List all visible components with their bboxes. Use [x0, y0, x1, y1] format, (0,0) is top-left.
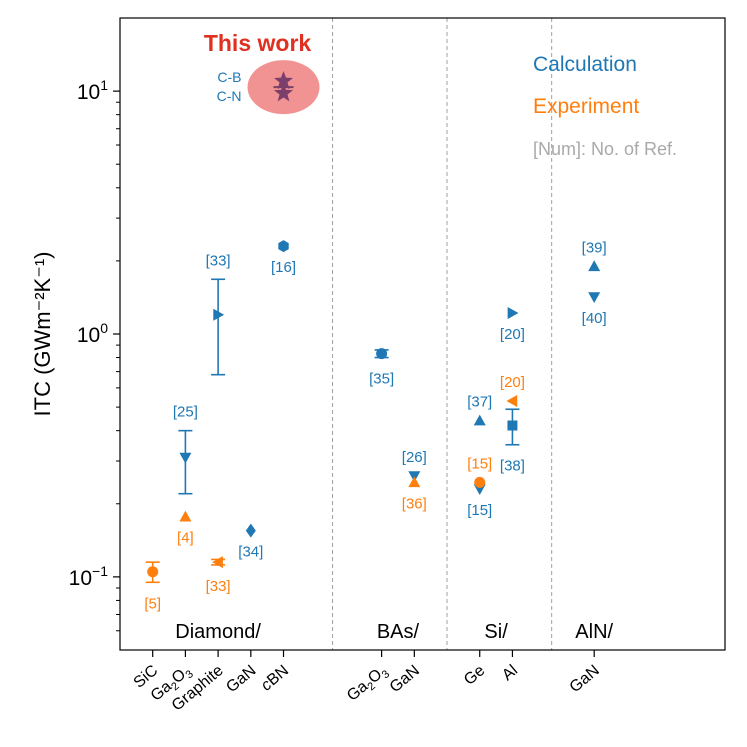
- group-label: Diamond/: [175, 621, 261, 643]
- group-labels: Diamond/BAs/Si/AlN/: [175, 621, 613, 643]
- data-marker: [376, 348, 388, 360]
- data-marker: [179, 510, 192, 522]
- reference-label: [39]: [582, 239, 607, 256]
- legend-item: [Num]: No. of Ref.: [533, 139, 677, 159]
- legend-item: Calculation: [533, 53, 637, 76]
- legend-item: Experiment: [533, 95, 639, 118]
- this-work-highlight: This work C-B C-N: [204, 30, 320, 115]
- this-work-point-label: C-B: [217, 69, 241, 85]
- group-label: BAs/: [377, 621, 420, 643]
- data-marker: [474, 476, 486, 488]
- this-work-point-label: C-N: [217, 88, 242, 104]
- reference-label: [37]: [467, 394, 492, 411]
- data-marker: [278, 240, 289, 253]
- reference-label: [16]: [271, 259, 296, 276]
- reference-label: [38]: [500, 458, 525, 475]
- reference-label: [20]: [500, 326, 525, 343]
- group-label: Si/: [484, 621, 508, 643]
- reference-label: [20]: [500, 374, 525, 391]
- data-marker: [588, 292, 601, 304]
- legend: Calculation Experiment [Num]: No. of Ref.: [533, 53, 677, 159]
- data-marker: [507, 420, 518, 431]
- this-work-label: This work: [204, 30, 312, 56]
- data-marker: [213, 308, 225, 321]
- reference-label: [33]: [206, 252, 231, 269]
- reference-label: [26]: [402, 449, 427, 466]
- data-marker: [473, 414, 486, 426]
- y-tick-label: 100: [77, 320, 108, 347]
- y-tick-label: 10−1: [69, 563, 109, 590]
- reference-label: [34]: [238, 544, 263, 561]
- data-marker: [212, 556, 223, 569]
- reference-label: [36]: [402, 495, 427, 512]
- reference-label: [33]: [206, 578, 231, 595]
- reference-label: [15]: [467, 455, 492, 472]
- reference-label: [5]: [144, 595, 161, 612]
- reference-label: [40]: [582, 310, 607, 327]
- group-separators: [332, 18, 553, 650]
- y-axis: 10−1 100 101: [69, 77, 120, 632]
- data-marker: [507, 307, 519, 320]
- data-marker: [408, 476, 421, 488]
- y-tick-label: 101: [77, 77, 108, 104]
- this-work-star-marker: [274, 83, 294, 102]
- reference-label: [25]: [173, 404, 198, 421]
- reference-label: [4]: [177, 530, 194, 547]
- reference-label: [35]: [369, 371, 394, 388]
- this-work-star-marker: [274, 71, 294, 90]
- x-tick-label: Ga2O3: [344, 662, 392, 707]
- reference-labels: [25] [33] [34] [16] [35] [26] [37] [15] [20] [38]…: [144, 239, 606, 612]
- reference-label: [15]: [467, 502, 492, 519]
- data-marker: [506, 394, 518, 407]
- y-axis-label: ITC (GWm⁻²K⁻¹): [30, 252, 55, 417]
- group-label: AlN/: [575, 621, 613, 643]
- data-marker: [179, 452, 192, 464]
- data-marker: [588, 260, 601, 272]
- data-marker: [245, 523, 256, 538]
- data-markers: [147, 240, 601, 578]
- data-marker: [147, 566, 159, 578]
